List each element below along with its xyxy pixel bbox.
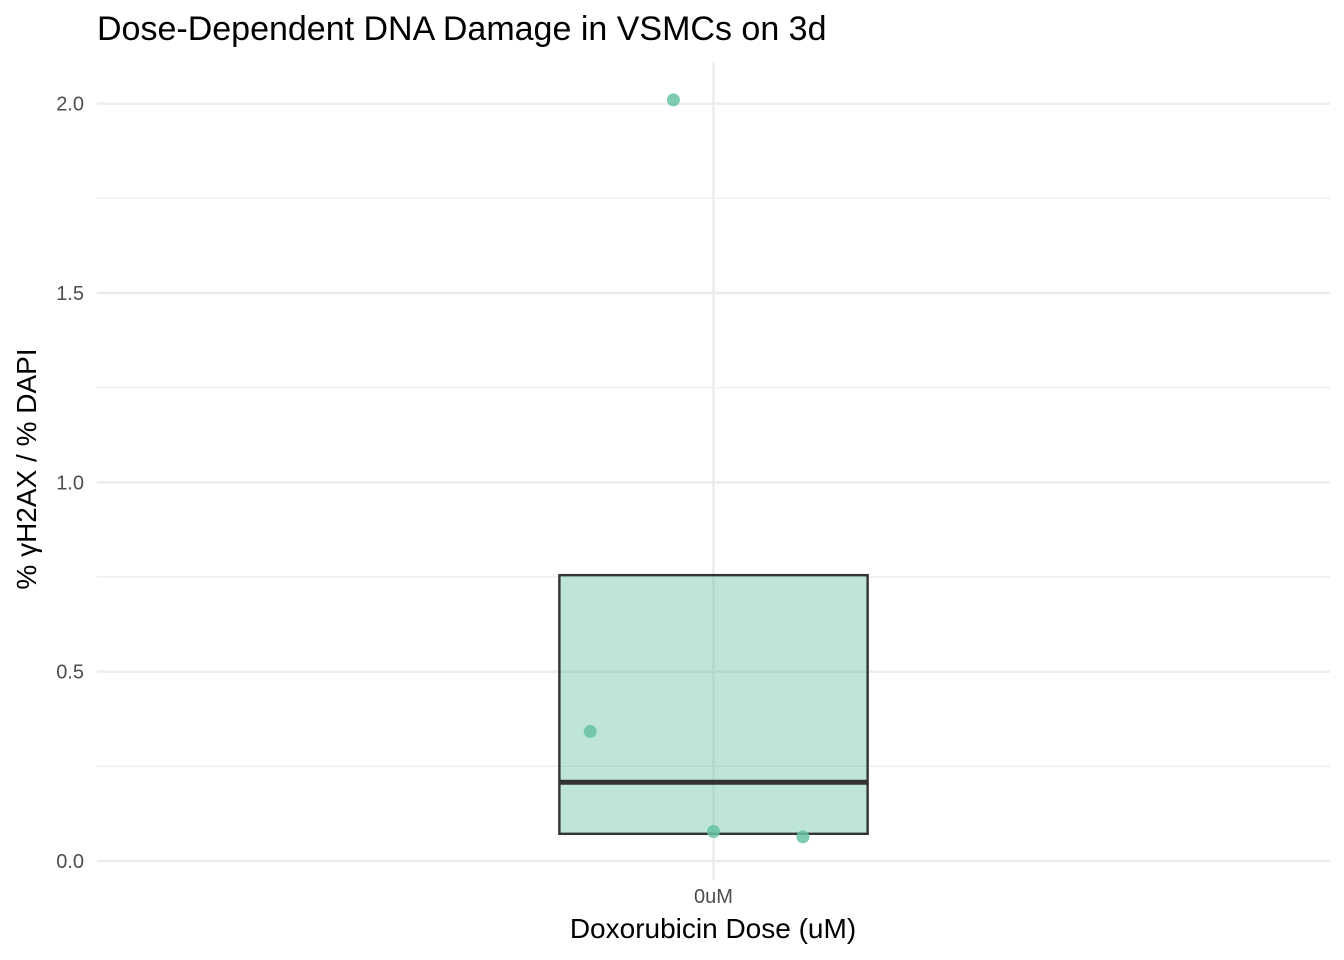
- y-axis-title: % γH2AX / % DAPI: [11, 348, 42, 589]
- y-tick-labels: 0.0 0.5 1.0 1.5 2.0: [56, 94, 84, 873]
- y-tick-label: 1.5: [56, 283, 84, 305]
- data-point: [796, 830, 810, 844]
- data-point: [583, 725, 597, 739]
- x-axis-title: Doxorubicin Dose (uM): [570, 913, 856, 944]
- major-gridlines: [97, 62, 1330, 880]
- y-tick-label: 0.5: [56, 662, 84, 684]
- data-point: [666, 93, 680, 107]
- x-tick-labels: 0uM: [694, 886, 733, 908]
- y-tick-label: 2.0: [56, 94, 84, 116]
- y-tick-label: 0.0: [56, 851, 84, 873]
- data-points: [583, 93, 810, 844]
- boxes: [558, 573, 869, 835]
- x-tick-label: 0uM: [694, 886, 733, 908]
- box-iqr: [558, 573, 869, 835]
- data-point: [707, 825, 720, 839]
- y-tick-label: 1.0: [56, 472, 84, 494]
- chart-title: Dose-Dependent DNA Damage in VSMCs on 3d: [97, 10, 827, 48]
